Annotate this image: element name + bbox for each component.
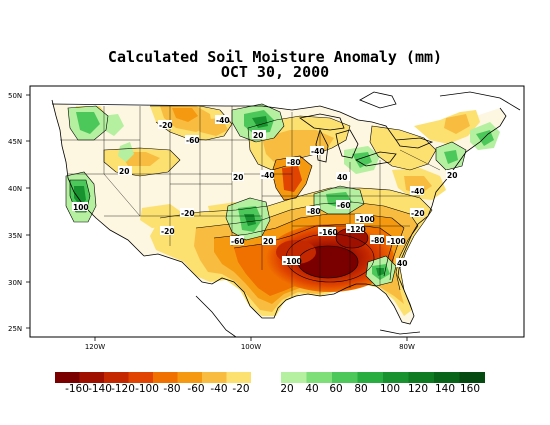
map-title: Calculated Soil Moisture Anomaly (mm) [107, 48, 443, 66]
legend-label-pos-80: 80 [354, 383, 367, 395]
legend-label-neg-160: -160 [65, 383, 89, 395]
legend-swatch-positive [281, 372, 307, 383]
contour-label-3: -60 [186, 136, 200, 145]
legend-swatch-neutral [251, 372, 281, 383]
lat-label-40n: 40N [8, 185, 22, 193]
lat-label-25n: 25N [8, 325, 22, 333]
latitude-axis: 50N 45N 40N 35N 30N 25N [8, 92, 30, 333]
legend-swatch-negative [202, 372, 227, 383]
legend-label-neg-100: -100 [135, 383, 159, 395]
contour-label-6: -80 [307, 207, 321, 216]
contour-label-27: 20 [253, 131, 263, 140]
lon-label-120w: 120W [85, 343, 105, 351]
contour-label-14: -60 [231, 237, 245, 246]
longitude-axis: 120W 100W 80W [85, 337, 415, 351]
legend-labels: -160 -140 -120 -100 -80 -60 -40 -20 20 4… [65, 383, 480, 395]
legend-label-neg-140: -140 [88, 383, 112, 395]
contour-label-8: -100 [356, 215, 375, 224]
contour-label-19: -40 [411, 187, 425, 196]
legend-label-pos-40: 40 [305, 383, 318, 395]
contour-label-11: -100 [283, 257, 302, 266]
legend-swatch-negative [79, 372, 104, 383]
legend-swatch-negative [177, 372, 202, 383]
lat-label-30n: 30N [8, 279, 22, 287]
legend-swatch-positive [332, 372, 358, 383]
legend-label-pos-160: 160 [460, 383, 480, 395]
contour-label-15: 20 [263, 237, 273, 246]
contour-label-20: 20 [447, 171, 457, 180]
legend-swatch-negative [226, 372, 251, 383]
contour-label-21: 20 [119, 167, 129, 176]
contour-label-18: -20 [411, 209, 425, 218]
legend-swatch-negative [153, 372, 178, 383]
lat-label-50n: 50N [8, 92, 22, 100]
legend-label-pos-140: 140 [435, 383, 455, 395]
color-legend [55, 372, 485, 383]
contour-label-12: -80 [371, 236, 385, 245]
legend-label-neg-20: -20 [232, 383, 249, 395]
legend-swatch-positive [408, 372, 434, 383]
legend-swatch-positive [357, 372, 383, 383]
legend-label-neg-60: -60 [187, 383, 204, 395]
contour-label-5: -40 [261, 171, 275, 180]
contour-label-2: -40 [216, 116, 230, 125]
legend-swatch-positive [459, 372, 485, 383]
legend-swatch-negative [55, 372, 80, 383]
legend-label-pos-20: 20 [280, 383, 293, 395]
legend-label-neg-80: -80 [163, 383, 180, 395]
contour-label-17: 40 [397, 259, 407, 268]
contour-label-24: -20 [161, 227, 175, 236]
map-date: OCT 30, 2000 [220, 63, 330, 81]
legend-swatch-positive [383, 372, 409, 383]
legend-label-pos-60: 60 [329, 383, 342, 395]
contour-label-22: 20 [233, 173, 243, 182]
contour-label-26: -40 [311, 147, 325, 156]
legend-swatch-positive [434, 372, 460, 383]
legend-label-neg-120: -120 [111, 383, 135, 395]
contour-label-7: -60 [337, 201, 351, 210]
lon-label-100w: 100W [241, 343, 261, 351]
contour-value-labels: -20 -40 -60 -80 -40 -80 -60 -100 -160 -1… [72, 115, 458, 268]
contour-label-25: -20 [181, 209, 195, 218]
lon-label-80w: 80W [399, 343, 415, 351]
contour-label-23: 40 [337, 173, 347, 182]
legend-label-neg-40: -40 [210, 383, 227, 395]
contour-label-10: -120 [347, 225, 366, 234]
lat-label-35n: 35N [8, 232, 22, 240]
legend-swatch-positive [306, 372, 332, 383]
lat-label-45n: 45N [8, 138, 22, 146]
contour-label-4: -80 [287, 158, 301, 167]
contour-label-9: -160 [319, 228, 338, 237]
legend-swatch-negative [128, 372, 153, 383]
legend-label-pos-100: 100 [380, 383, 400, 395]
map-fields [30, 86, 524, 337]
legend-label-pos-120: 120 [408, 383, 428, 395]
contour-label-1: -20 [159, 121, 173, 130]
coastlines-and-borders [51, 91, 521, 337]
contour-label-16: 100 [73, 203, 89, 212]
contour-label-13: -100 [387, 237, 406, 246]
map-frame [29, 85, 525, 338]
legend-swatch-negative [104, 372, 129, 383]
